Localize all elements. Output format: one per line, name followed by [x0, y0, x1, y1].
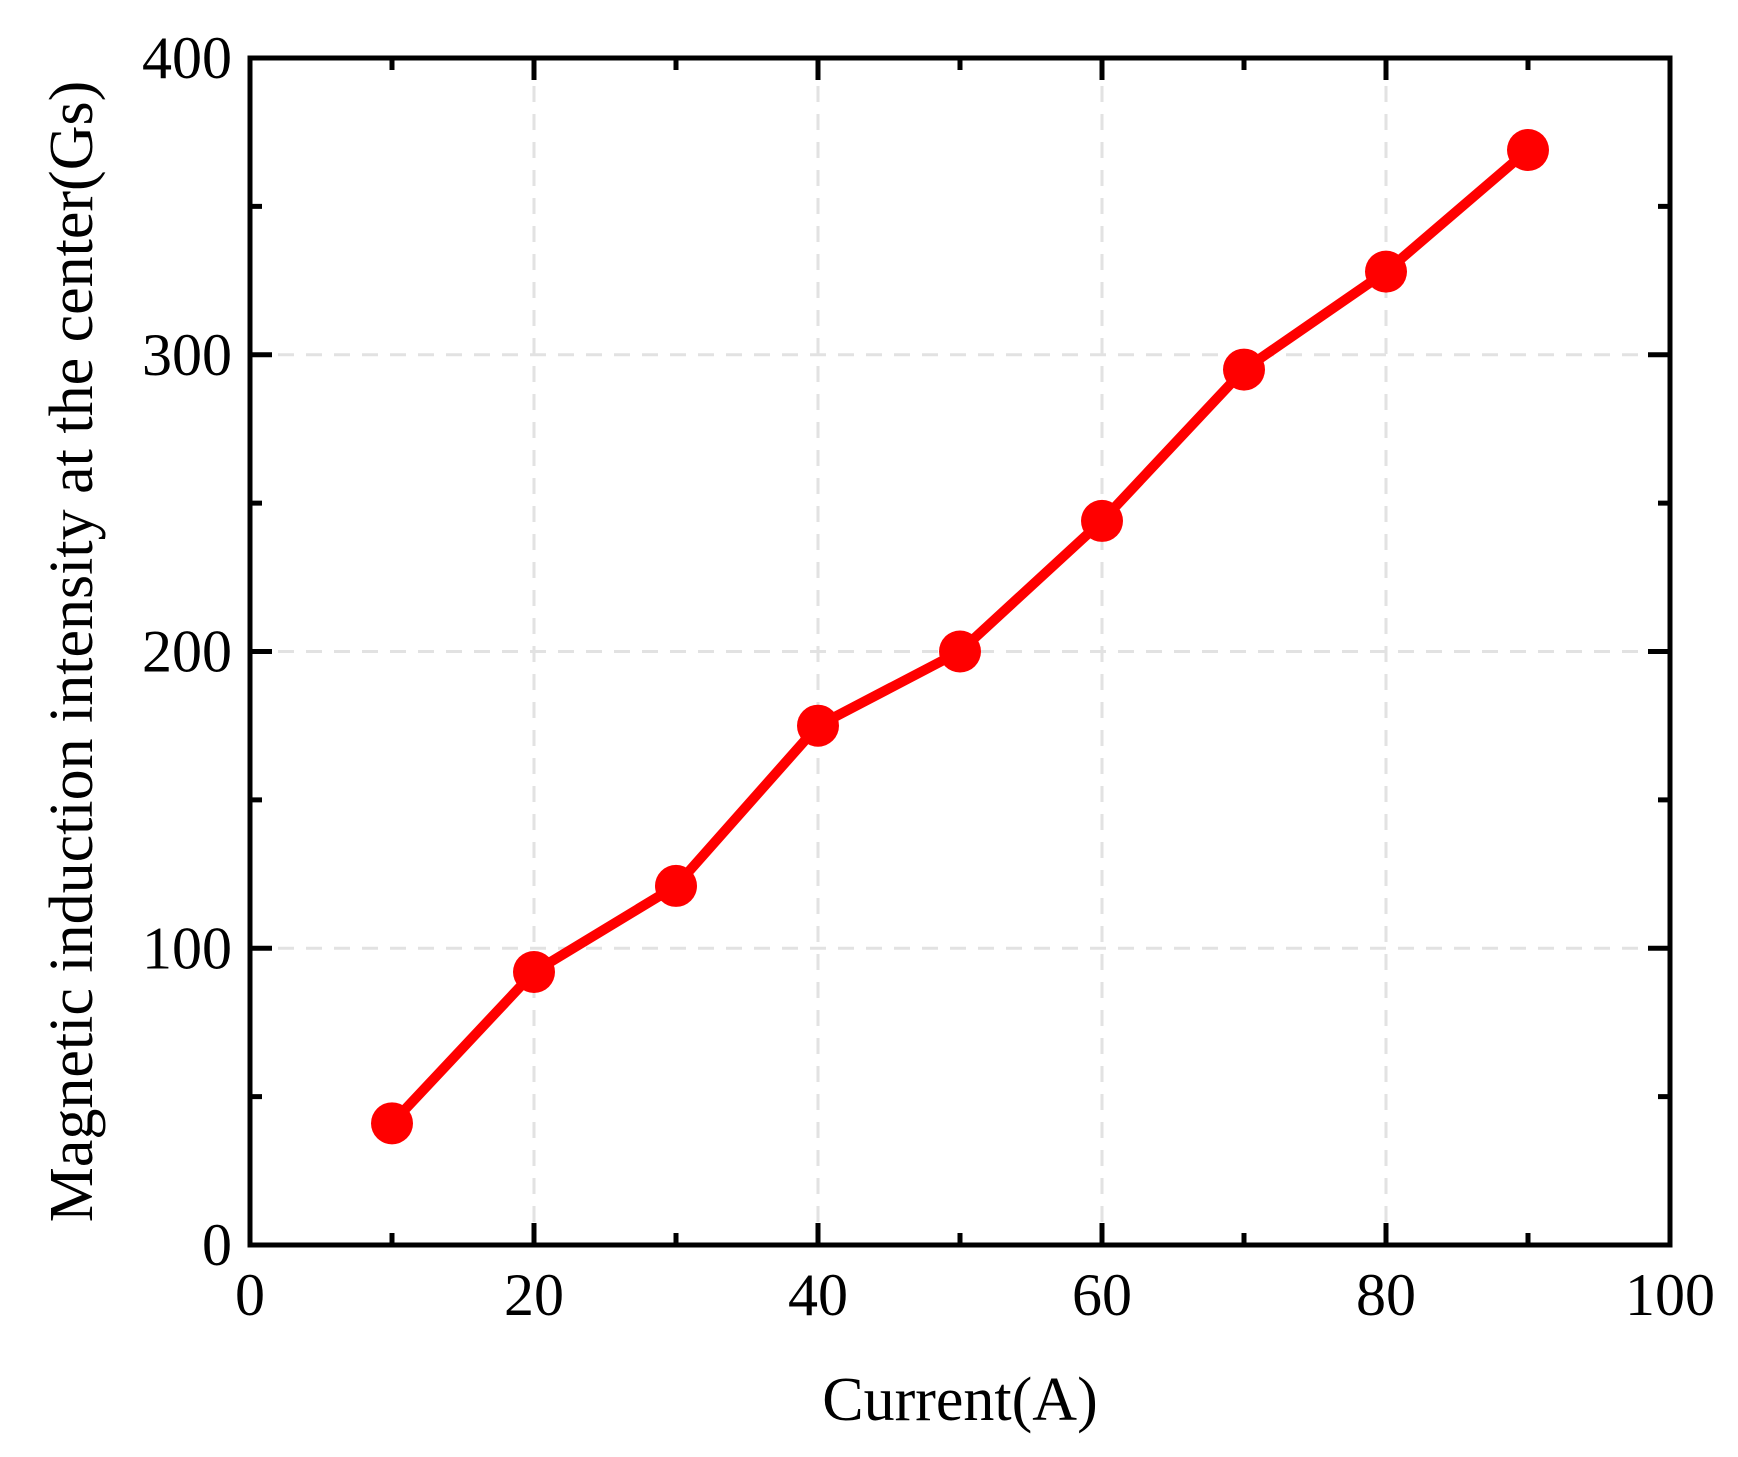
data-point [513, 950, 555, 993]
x-tick-label: 100 [1625, 1262, 1715, 1328]
y-tick-labels: 0 100 200 300 400 [142, 25, 232, 1278]
plot-frame [247, 55, 1673, 1248]
data-point [1507, 128, 1549, 171]
x-tick-label: 60 [1072, 1262, 1132, 1328]
data-point [797, 704, 839, 747]
x-axis-title: Current(A) [822, 1366, 1097, 1434]
data-point [1223, 348, 1265, 391]
x-tick-label: 20 [504, 1262, 564, 1328]
data-point [1365, 250, 1407, 293]
data-series [371, 128, 1549, 1145]
data-point [655, 864, 697, 907]
y-tick-label: 0 [202, 1212, 232, 1278]
data-point [1081, 499, 1123, 542]
x-tick-labels: 0 20 40 60 80 100 [235, 1262, 1715, 1328]
y-tick-label: 200 [142, 619, 232, 685]
y-axis-title: Magnetic induction intensity at the cent… [38, 81, 106, 1223]
data-point [371, 1102, 413, 1145]
x-tick-label: 80 [1356, 1262, 1416, 1328]
data-point [939, 630, 981, 673]
y-tick-label: 300 [142, 322, 232, 388]
y-tick-label: 100 [142, 915, 232, 981]
y-tick-label: 400 [142, 25, 232, 91]
x-tick-label: 0 [235, 1262, 265, 1328]
x-tick-label: 40 [788, 1262, 848, 1328]
